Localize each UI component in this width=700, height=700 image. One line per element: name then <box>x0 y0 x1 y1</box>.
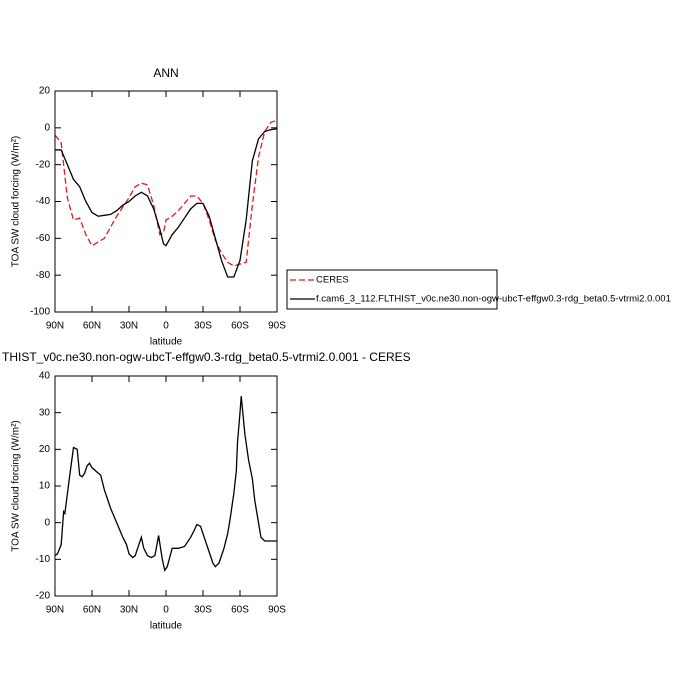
legend-box <box>286 269 498 310</box>
x-tick-label: 90N <box>46 321 64 332</box>
x-tick-label: 60S <box>231 605 249 616</box>
y-axis-label: TOA SW cloud forcing (W/m²) <box>11 420 22 552</box>
y-tick-label: 0 <box>44 517 50 528</box>
y-tick-label: -20 <box>36 159 51 170</box>
data-line <box>54 119 278 267</box>
y-tick-label: 30 <box>39 407 51 418</box>
y-tick-label: 10 <box>39 481 51 492</box>
x-tick-label: 0 <box>163 321 169 332</box>
plot-frame <box>54 90 278 313</box>
x-tick-label: 60N <box>83 321 101 332</box>
y-tick-label: -20 <box>36 591 51 602</box>
x-tick-label: 90N <box>46 605 64 616</box>
y-tick-label: 20 <box>39 444 51 455</box>
x-tick-label: 30N <box>120 605 138 616</box>
y-tick-label: -10 <box>36 554 51 565</box>
data-line <box>55 128 278 278</box>
chart-title: ANN <box>153 66 178 80</box>
x-tick-label: 60N <box>83 605 101 616</box>
y-tick-label: 40 <box>39 371 51 382</box>
legend-label: f.cam6_3_112.FLTHIST_v0c.ne30.non-ogw-ub… <box>316 294 671 305</box>
x-tick-label: 90S <box>268 605 286 616</box>
x-tick-label: 30S <box>194 321 212 332</box>
x-tick-label: 90S <box>268 321 286 332</box>
y-tick-label: 0 <box>44 122 50 133</box>
y-tick-label: 20 <box>39 86 51 97</box>
y-axis-label: TOA SW cloud forcing (W/m²) <box>11 136 22 268</box>
data-line <box>54 396 277 572</box>
x-axis-label: latitude <box>150 337 183 348</box>
chart-title: THIST_v0c.ne30.non-ogw-ubcT-effgw0.3-rdg… <box>2 350 411 364</box>
x-axis-label: latitude <box>150 621 183 632</box>
legend-label: CERES <box>316 275 349 286</box>
y-tick-label: -80 <box>36 270 51 281</box>
x-tick-label: 30N <box>120 321 138 332</box>
plot-frame <box>54 375 278 597</box>
y-tick-label: -60 <box>36 233 51 244</box>
x-tick-label: 0 <box>163 605 169 616</box>
x-tick-label: 60S <box>231 321 249 332</box>
y-tick-label: -100 <box>30 307 50 318</box>
x-tick-label: 30S <box>194 605 212 616</box>
y-tick-label: -40 <box>36 196 51 207</box>
